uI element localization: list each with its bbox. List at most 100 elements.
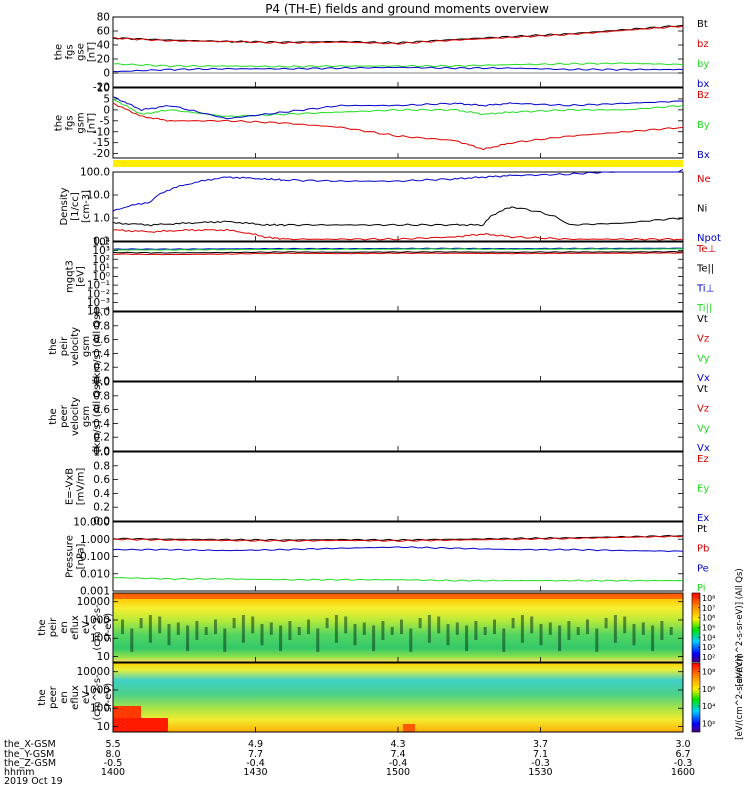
legend-entry: Ne: [697, 174, 711, 185]
x-axis-row-value: 1400: [101, 767, 125, 778]
y-tick-label: 1000: [83, 684, 110, 696]
y-tick-label: 10¹: [92, 262, 110, 274]
y-axis-label-line: gsm: [81, 336, 92, 357]
spectrogram-streak: [204, 627, 208, 635]
x-axis-row-value: -0.3: [531, 758, 550, 769]
spectrogram-streak: [381, 621, 385, 640]
spectrogram-streak: [176, 622, 180, 635]
y-tick-label: 1.0: [93, 307, 110, 319]
y-axis-label-line: the: [48, 408, 59, 424]
spectrogram-streak: [493, 619, 496, 635]
y-tick-label: 0.1: [93, 236, 110, 248]
y-tick-label: 0.2: [93, 432, 110, 444]
y-axis-label: thepeirenefluxeV(cm^2-s-sr-eV): [37, 604, 114, 651]
y-tick-label: 10⁰: [92, 271, 110, 283]
series-line-pressure-blue: [112, 546, 684, 553]
spectrogram-streak: [269, 622, 273, 635]
spectrogram-streak: [400, 619, 403, 635]
y-axis-label-line: [km/s] (All Qs): [92, 311, 103, 383]
y-axis-label-line: peer: [59, 404, 70, 428]
legend-entry: Ti||: [696, 303, 712, 314]
spectrogram-streak: [446, 624, 450, 646]
legend-entry: Bz: [697, 90, 709, 101]
y-tick-label: 0.010: [80, 568, 110, 580]
y-tick-label: 1000: [83, 614, 110, 626]
y-axis-label-line: mgqt3: [65, 260, 76, 293]
y-tick-label: 0.6: [93, 404, 110, 416]
y-axis-label: thepeervelocitygsm[km/s] (All Qs): [48, 381, 103, 453]
y-tick-label: 0.4: [93, 488, 110, 500]
y-tick-label: -10: [93, 126, 110, 138]
y-tick-label: 0.2: [93, 362, 110, 374]
y-tick-label: -15: [93, 137, 110, 149]
y-axis-label: thepeerenefluxeV(cm^2-s-sr-eV): [37, 674, 114, 721]
y-tick-label: 5: [103, 93, 110, 105]
panel-efield: 0.0 0.2 0.4 0.6 0.81.0 E=-VxB[mV/m] Ez Ey Ex: [65, 447, 710, 528]
spectrogram-streak: [297, 627, 301, 635]
x-axis-row-value: 1600: [671, 767, 695, 778]
colorbar-tick-label: 10⁵: [702, 624, 715, 633]
legend-entry: by: [697, 59, 709, 70]
panel-frame: [112, 451, 684, 522]
x-axis-row-value: 7.1: [533, 749, 548, 760]
colorbar-tick-label: 10⁴: [702, 702, 715, 711]
x-axis-row-value: 7.7: [248, 749, 263, 760]
spectrogram-streak: [548, 622, 552, 635]
spectrogram-streak: [167, 624, 171, 646]
legend-entry: bz: [697, 39, 709, 50]
mode-bar: [113, 160, 683, 167]
series-line-temperature-blue: [112, 247, 684, 250]
legend-entry: By: [697, 120, 710, 131]
spectrogram-streak: [418, 618, 422, 629]
colorbar-tick-label: 10⁸: [702, 594, 715, 603]
spectrogram-streak: [307, 619, 310, 635]
colorbar-tick-label: 10²: [702, 719, 715, 728]
y-tick-label: 0.001: [80, 586, 110, 598]
x-axis-row-value: 1430: [243, 767, 267, 778]
spectrogram-streak: [344, 616, 348, 634]
y-axis-label-line: (cm^2-s-: [92, 674, 103, 721]
x-axis-row-value: 3.0: [675, 739, 690, 750]
panel-frame: [112, 381, 684, 452]
panel-density: 0.1 1.0 10.0 100.0 Density[1/cc][cm-3] Ne Ni Np…: [59, 167, 721, 248]
y-tick-label: 100.0: [80, 167, 110, 179]
spectrogram-streak: [660, 621, 664, 640]
spectrogram-streak: [232, 618, 236, 629]
y-axis-label-line: peir: [59, 336, 70, 356]
series-line-fgs-gse-green: [112, 62, 684, 68]
series-line-temperature-red: [112, 252, 684, 256]
spectrogram-streak: [158, 616, 162, 634]
series-line-pressure-green: [112, 577, 684, 582]
spectrogram-low-energy-patch: [403, 724, 415, 732]
series-line-temperature-green: [112, 248, 684, 251]
legend-entry: Ez: [697, 454, 709, 465]
spectrogram-streak: [372, 625, 376, 652]
colorbar-label: [eV/(cm^2-s-sr-eV)]: [735, 655, 745, 740]
spectrogram-streak: [623, 616, 627, 634]
legend-entry: Vt: [697, 314, 708, 325]
spectrogram-streak: [130, 628, 134, 652]
spectrogram-top-band: [113, 594, 683, 599]
y-axis-label-line: the: [48, 338, 59, 354]
y-axis-label-line: [mV/m]: [76, 468, 87, 506]
legend-entry: Vy: [697, 423, 710, 434]
legend-entry: bx: [697, 79, 709, 90]
spectrogram-streak: [576, 627, 580, 635]
spectrogram-streak: [390, 627, 394, 635]
spectrogram-streak: [353, 624, 357, 646]
x-axis-row-label: hhmm: [4, 767, 35, 778]
y-axis-label-line: eV: [81, 691, 92, 704]
y-tick-label: 0: [103, 104, 110, 116]
y-tick-label: 10: [97, 721, 110, 733]
y-tick-label: 0.8: [93, 390, 110, 402]
colorbar-tick-label: 10⁸: [702, 668, 715, 677]
spectrogram-streak: [316, 628, 320, 652]
spectrogram-streak: [455, 622, 459, 635]
y-axis-label: thefgsgse[nT]: [54, 42, 98, 62]
spectrogram-streak: [474, 621, 478, 640]
y-tick-label: 10⁻¹: [87, 280, 110, 292]
legend-entry: Pe: [697, 563, 709, 574]
y-axis-label-line: [cm-3]: [81, 190, 92, 223]
